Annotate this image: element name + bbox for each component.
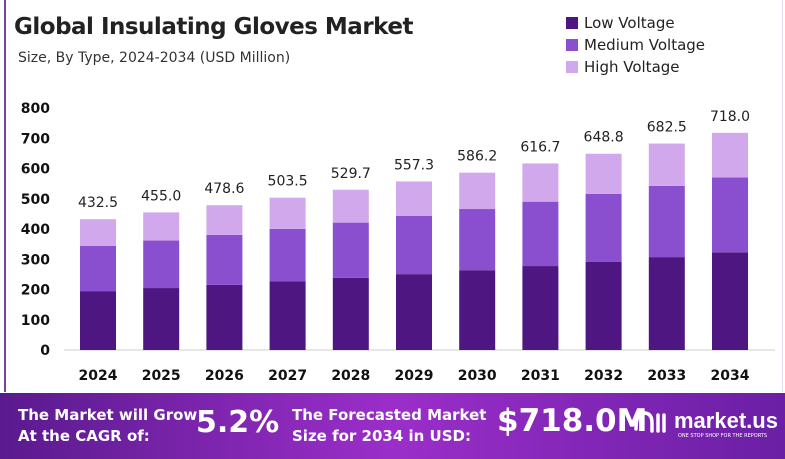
bar-segment-low-voltage (522, 266, 559, 350)
x-tick-label: 2027 (268, 368, 307, 384)
x-tick-label: 2029 (395, 368, 434, 384)
bar-segment-low-voltage (332, 277, 369, 350)
bar-segment-low-voltage (206, 284, 243, 350)
total-label: 648.8 (584, 130, 624, 146)
bar-segment-medium-voltage (80, 246, 116, 292)
bar-segment-high-voltage (522, 163, 559, 202)
x-tick-label: 2028 (331, 368, 370, 384)
x-tick-label: 2033 (647, 368, 686, 384)
bar-segment-high-voltage (396, 181, 432, 216)
bar-segment-medium-voltage (585, 193, 622, 262)
legend-swatch (566, 61, 578, 73)
y-tick-label: 500 (21, 192, 50, 208)
y-tick-label: 0 (40, 343, 50, 359)
forecast-label-line: The Forecasted Market (292, 406, 487, 424)
bar-segment-medium-voltage (206, 234, 243, 285)
total-label: 529.7 (331, 166, 371, 182)
chart-title: Global Insulating Gloves Market (14, 14, 413, 40)
bar-segment-low-voltage (459, 270, 496, 350)
cagr-label: The Market will Grow At the CAGR of: (18, 405, 197, 447)
total-label: 478.6 (204, 181, 244, 197)
bar-segment-medium-voltage (143, 240, 180, 289)
total-label: 503.5 (268, 174, 308, 190)
chart-plot: 0 100 200 300 400 500 600 700 800 432.5 2024 455.0 2… (21, 101, 775, 384)
chart-subtitle: Size, By Type, 2024-2034 (USD Million) (18, 50, 291, 66)
forecast-label-line: Size for 2034 in USD: (292, 427, 471, 445)
bar-segment-high-voltage (332, 189, 369, 223)
bar-segment-high-voltage (648, 143, 685, 186)
cagr-value: 5.2% (196, 405, 280, 440)
y-tick-label: 200 (21, 283, 50, 299)
legend-swatch (566, 39, 578, 51)
y-tick-label: 400 (21, 222, 50, 238)
bar-segment-medium-voltage (522, 201, 559, 267)
legend-swatch (566, 17, 578, 29)
legend-label: High Voltage (584, 58, 680, 76)
bar-segment-low-voltage (712, 252, 748, 350)
y-tick-label: 300 (21, 252, 50, 268)
bar-segment-high-voltage (585, 153, 622, 194)
forecast-label: The Forecasted Market Size for 2034 in US… (292, 405, 486, 447)
bar-segment-low-voltage (396, 274, 432, 350)
legend-item-medium: Medium Voltage (566, 34, 705, 56)
x-tick-label: 2031 (521, 368, 560, 384)
bar-segment-medium-voltage (712, 177, 748, 253)
total-label: 616.7 (520, 139, 560, 155)
bar-segment-low-voltage (585, 261, 622, 350)
total-label: 718.0 (710, 109, 750, 125)
market-us-logo-icon (634, 411, 666, 433)
x-tick-label: 2030 (458, 368, 497, 384)
total-label: 682.5 (647, 120, 687, 136)
brand-name: market.us (674, 408, 778, 433)
bar-segment-low-voltage (269, 281, 306, 350)
total-label: 586.2 (457, 149, 497, 165)
y-tick-label: 800 (21, 101, 50, 117)
bar-segment-low-voltage (80, 291, 116, 350)
chart-frame (4, 0, 783, 392)
y-tick-label: 100 (21, 313, 50, 329)
legend-label: Low Voltage (584, 14, 675, 32)
bar-segment-medium-voltage (332, 222, 369, 278)
bar-segment-low-voltage (648, 257, 685, 350)
brand-tagline: ONE STOP SHOP FOR THE REPORTS (678, 433, 768, 439)
y-tick-label: 600 (21, 162, 50, 178)
bar-segment-high-voltage (459, 172, 496, 210)
brand-logo: market.us ONE STOP SHOP FOR THE REPORTS (632, 407, 778, 439)
forecast-value: $718.0M (497, 403, 648, 439)
bar-segment-medium-voltage (459, 209, 496, 271)
bar-segment-high-voltage (206, 205, 243, 235)
bar-segment-low-voltage (143, 288, 180, 350)
bar-segment-medium-voltage (648, 185, 685, 258)
cagr-label-line: The Market will Grow (18, 406, 198, 424)
legend-item-low: Low Voltage (566, 12, 705, 34)
bar-segment-high-voltage (269, 197, 306, 229)
bar-segment-medium-voltage (396, 215, 432, 275)
bar-segment-high-voltage (143, 212, 180, 241)
x-tick-label: 2034 (711, 368, 750, 384)
y-tick-label: 700 (21, 131, 50, 147)
legend-item-high: High Voltage (566, 56, 705, 78)
x-tick-label: 2024 (79, 368, 118, 384)
total-label: 432.5 (78, 195, 118, 211)
x-tick-label: 2032 (584, 368, 623, 384)
footer-banner: The Market will Grow At the CAGR of: 5.2%… (0, 393, 785, 459)
legend-label: Medium Voltage (584, 36, 706, 54)
bar-segment-medium-voltage (269, 228, 306, 282)
legend: Low Voltage Medium Voltage High Voltage (566, 12, 705, 78)
bar-segment-high-voltage (80, 219, 116, 247)
x-tick-label: 2025 (142, 368, 181, 384)
total-label: 455.0 (141, 188, 181, 204)
cagr-label-line: At the CAGR of: (18, 427, 150, 445)
bar-segment-high-voltage (712, 132, 748, 178)
x-tick-label: 2026 (205, 368, 244, 384)
total-label: 557.3 (394, 157, 434, 173)
